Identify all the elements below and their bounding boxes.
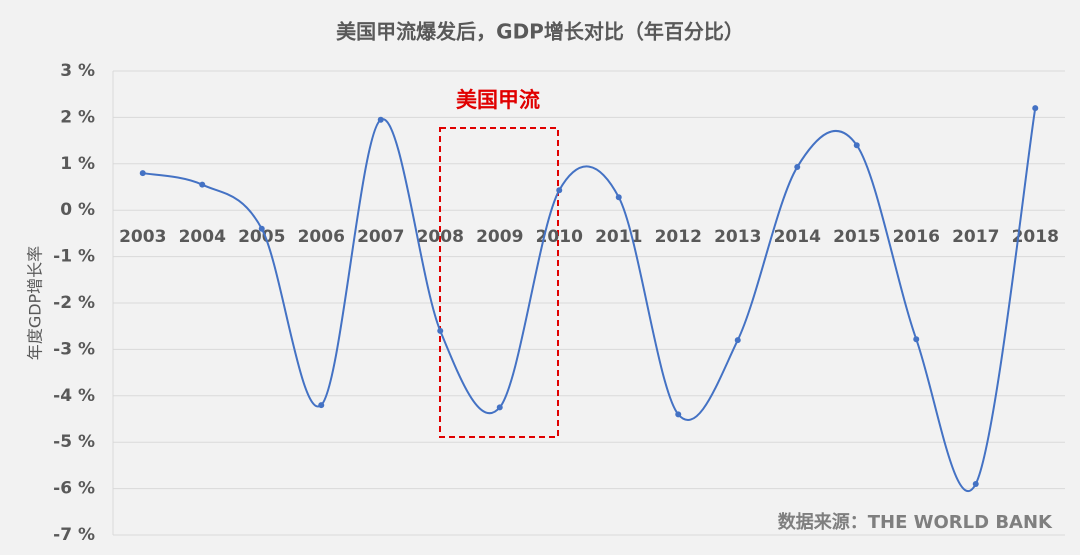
data-point	[496, 404, 503, 411]
data-point	[437, 327, 444, 334]
x-tick-label: 2006	[298, 227, 345, 247]
x-tick-label: 2018	[1012, 227, 1059, 247]
data-point	[794, 164, 801, 171]
y-tick-label: -7 %	[53, 525, 95, 545]
x-tick-label: 2013	[714, 227, 761, 247]
y-tick-label: 0 %	[60, 200, 95, 220]
data-point	[913, 336, 920, 343]
x-tick-label: 2008	[417, 227, 464, 247]
source-note: 数据来源：THE WORLD BANK	[778, 511, 1053, 533]
x-tick-label: 2004	[179, 227, 226, 247]
x-tick-label: 2009	[476, 227, 523, 247]
data-point	[734, 337, 741, 344]
data-point	[199, 181, 206, 188]
data-point	[556, 187, 563, 194]
annotation-label: 美国甲流	[456, 88, 540, 112]
data-point	[972, 480, 979, 487]
x-tick-label: 2010	[536, 227, 583, 247]
x-tick-label: 2016	[893, 227, 940, 247]
x-tick-label: 2011	[595, 227, 642, 247]
y-axis-label: 年度GDP增长率	[26, 246, 45, 360]
data-point	[675, 411, 682, 418]
x-tick-label: 2017	[952, 227, 999, 247]
y-tick-label: 3 %	[60, 61, 95, 81]
data-point	[377, 116, 384, 123]
data-point	[139, 170, 146, 177]
data-point	[258, 225, 265, 232]
y-tick-label: -2 %	[53, 293, 95, 313]
x-tick-label: 2007	[357, 227, 404, 247]
y-tick-label: -3 %	[53, 339, 95, 359]
y-tick-label: 1 %	[60, 154, 95, 174]
chart-title: 美国甲流爆发后，GDP增长对比（年百分比）	[336, 20, 744, 44]
annotation-box	[439, 127, 559, 438]
y-tick-label: -4 %	[53, 386, 95, 406]
x-tick-label: 2003	[119, 227, 166, 247]
x-tick-label: 2005	[238, 227, 285, 247]
data-point	[853, 142, 860, 149]
x-tick-label: 2015	[833, 227, 880, 247]
x-tick-label: 2014	[774, 227, 821, 247]
y-tick-label: -1 %	[53, 247, 95, 267]
data-point	[318, 402, 325, 409]
data-point	[1032, 105, 1039, 112]
y-tick-label: 2 %	[60, 107, 95, 127]
y-tick-label: -6 %	[53, 479, 95, 499]
y-tick-label: -5 %	[53, 432, 95, 452]
x-tick-label: 2012	[655, 227, 702, 247]
data-point	[615, 194, 622, 201]
